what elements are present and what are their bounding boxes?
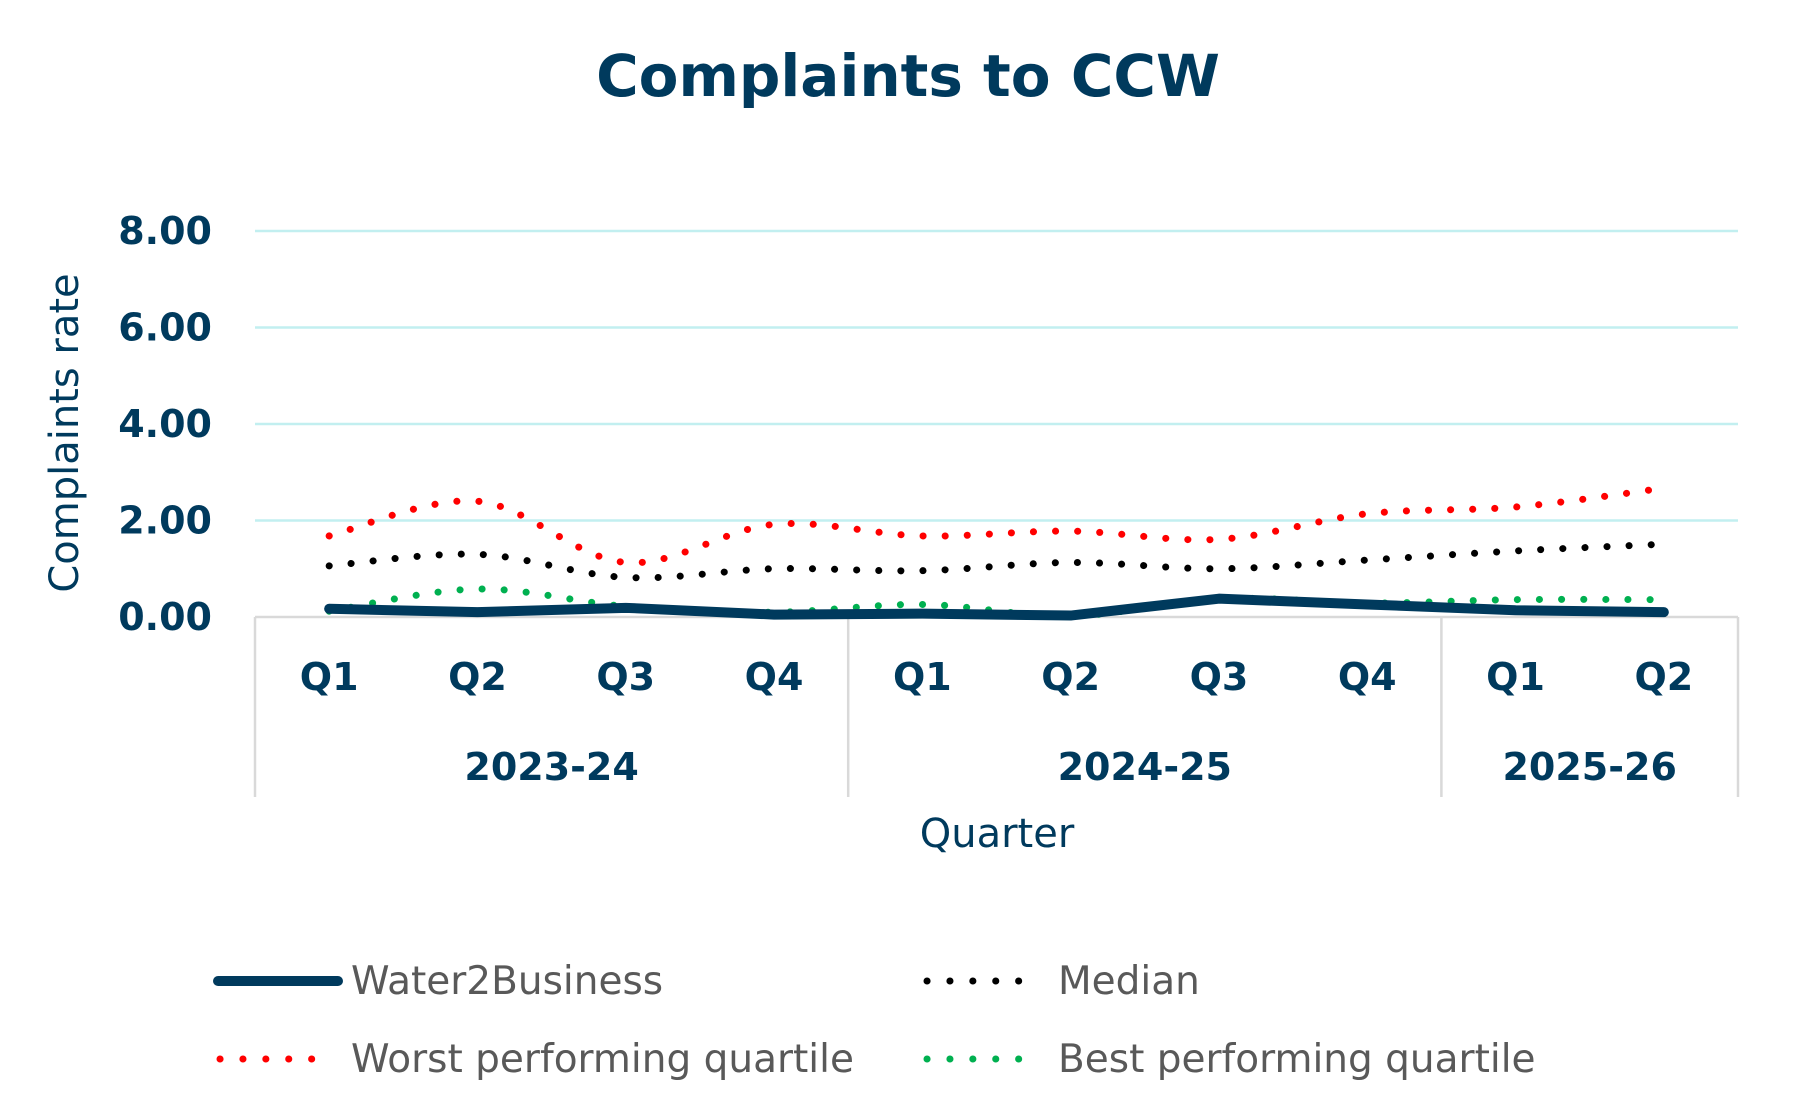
legend-label-median: Median xyxy=(1058,959,1200,1004)
y-tick-label: 4.00 xyxy=(118,402,212,446)
x-tick-label: Q3 xyxy=(1190,655,1249,699)
x-tick-label: Q2 xyxy=(1041,655,1100,699)
x-tick-label: Q2 xyxy=(448,655,507,699)
series-line-water2business xyxy=(324,593,1669,621)
x-tick-label: Q3 xyxy=(596,655,655,699)
y-axis-ticks: 0.00 2.00 4.00 6.00 8.00 xyxy=(118,209,212,639)
y-tick-label: 2.00 xyxy=(118,499,212,543)
x-group-label: 2024-25 xyxy=(1058,745,1232,789)
x-group-label: 2023-24 xyxy=(464,745,638,789)
y-axis-label: Complaints rate xyxy=(42,273,88,592)
legend-label-worst-performing-quartile: Worst performing quartile xyxy=(351,1037,854,1082)
x-group-label: 2025-26 xyxy=(1502,745,1676,789)
y-tick-label: 8.00 xyxy=(118,209,212,253)
series-lines xyxy=(324,484,1669,621)
legend-label-best-performing-quartile: Best performing quartile xyxy=(1058,1037,1536,1082)
x-tick-label: Q4 xyxy=(745,655,804,699)
y-tick-label: 0.00 xyxy=(118,595,212,639)
series-line-median xyxy=(325,540,1668,582)
x-tick-label: Q1 xyxy=(1486,655,1545,699)
x-axis-ticks: Q1 Q2 Q3 Q4 Q1 Q2 Q3 Q4 Q1 Q2 2023-24 2024-25 2025-2… xyxy=(300,655,1693,789)
y-tick-label: 6.00 xyxy=(118,306,212,350)
chart-title: Complaints to CCW xyxy=(596,42,1220,110)
legend: Water2Business Median Worst performing qua… xyxy=(213,959,1536,1082)
legend-label-water2business: Water2Business xyxy=(351,959,663,1004)
x-tick-label: Q1 xyxy=(300,655,359,699)
x-tick-label: Q2 xyxy=(1634,655,1693,699)
x-axis-label: Quarter xyxy=(920,811,1075,857)
gridlines xyxy=(255,229,1738,522)
x-tick-label: Q4 xyxy=(1338,655,1397,699)
x-tick-label: Q1 xyxy=(893,655,952,699)
series-line-worst-performing-quartile xyxy=(325,484,1668,567)
